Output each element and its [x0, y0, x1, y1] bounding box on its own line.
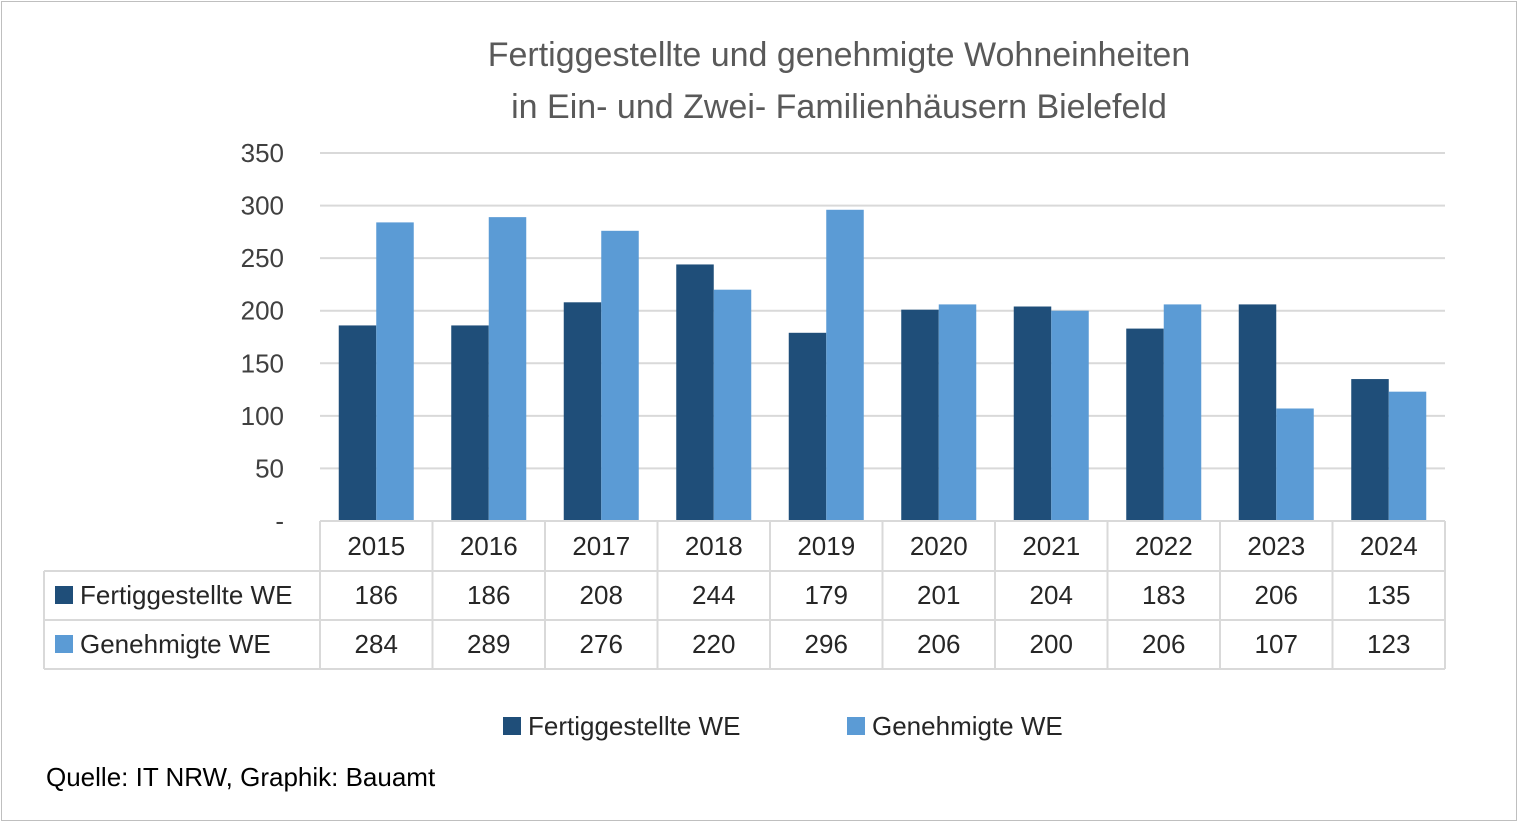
x-category-label: 2015: [347, 531, 405, 561]
table-cell-value: 206: [1255, 580, 1298, 610]
table-cell-value: 183: [1142, 580, 1185, 610]
table-cell-value: 276: [580, 629, 623, 659]
table-cell-value: 244: [692, 580, 735, 610]
table-cell-value: 200: [1030, 629, 1073, 659]
bar-fertiggestellte-2024: [1351, 379, 1389, 521]
bar-fertiggestellte-2023: [1238, 304, 1277, 521]
y-tick-label: 200: [241, 296, 284, 326]
chart-title-line-1: Fertiggestellte und genehmigte Wohneinhe…: [488, 36, 1191, 74]
table-cell-value: 296: [805, 629, 848, 659]
table-cell-value: 284: [355, 629, 398, 659]
table-cell-value: 107: [1255, 629, 1298, 659]
x-category-label: 2018: [685, 531, 743, 561]
bar-fertiggestellte-2021: [1013, 306, 1052, 521]
x-category-label: 2016: [460, 531, 518, 561]
table-cell-value: 135: [1367, 580, 1410, 610]
bar-fertiggestellte-2015: [338, 325, 377, 521]
bar-genehmigte-2015: [376, 222, 414, 521]
table-cell-value: 208: [580, 580, 623, 610]
x-category-label: 2020: [910, 531, 968, 561]
y-tick-label: 150: [241, 348, 284, 378]
table-cell-value: 201: [917, 580, 960, 610]
bar-fertiggestellte-2017: [563, 302, 602, 521]
table-cell-value: 206: [917, 629, 960, 659]
bar-genehmigte-2023: [1276, 408, 1314, 521]
bar-genehmigte-2020: [938, 304, 977, 521]
table-cell-value: 206: [1142, 629, 1185, 659]
table-cell-value: 186: [355, 580, 398, 610]
table-cell-value: 204: [1030, 580, 1073, 610]
bar-fertiggestellte-2022: [1126, 328, 1164, 521]
x-category-label: 2023: [1247, 531, 1305, 561]
bar-genehmigte-2017: [601, 230, 639, 521]
legend-swatch: [503, 717, 521, 735]
y-tick-label: 250: [241, 243, 284, 273]
bar-fertiggestellte-2019: [788, 332, 827, 521]
bar-fertiggestellte-2016: [451, 325, 489, 521]
table-cell-value: 179: [805, 580, 848, 610]
table-row-label: Genehmigte WE: [80, 629, 271, 659]
table-cell-value: 289: [467, 629, 510, 659]
y-tick-label: 350: [241, 138, 284, 168]
x-category-label: 2021: [1022, 531, 1080, 561]
bar-genehmigte-2021: [1051, 310, 1089, 521]
x-category-label: 2022: [1135, 531, 1193, 561]
table-legend-key: [55, 586, 73, 604]
table-cell-value: 123: [1367, 629, 1410, 659]
source-note: Quelle: IT NRW, Graphik: Bauamt: [46, 762, 436, 792]
bar-genehmigte-2019: [826, 209, 864, 521]
x-category-label: 2017: [572, 531, 630, 561]
legend-label: Fertiggestellte WE: [528, 711, 740, 741]
y-tick-label: 300: [241, 191, 284, 221]
legend-swatch: [847, 717, 865, 735]
legend-label: Genehmigte WE: [872, 711, 1063, 741]
table-cell-value: 186: [467, 580, 510, 610]
bar-genehmigte-2018: [713, 289, 752, 521]
bar-genehmigte-2016: [488, 217, 527, 521]
y-tick-label: 50: [255, 453, 284, 483]
bar-genehmigte-2024: [1388, 391, 1427, 521]
x-category-label: 2019: [797, 531, 855, 561]
bar-genehmigte-2022: [1163, 304, 1202, 521]
bar-fertiggestellte-2020: [901, 309, 939, 521]
table-legend-key: [55, 635, 73, 653]
y-tick-label: -: [275, 506, 284, 536]
y-tick-label: 100: [241, 401, 284, 431]
table-row-label: Fertiggestellte WE: [80, 580, 292, 610]
table-cell-value: 220: [692, 629, 735, 659]
bar-fertiggestellte-2018: [676, 264, 714, 521]
chart-title-line-2: in Ein- und Zwei- Familienhäusern Bielef…: [511, 88, 1167, 126]
x-category-label: 2024: [1360, 531, 1418, 561]
